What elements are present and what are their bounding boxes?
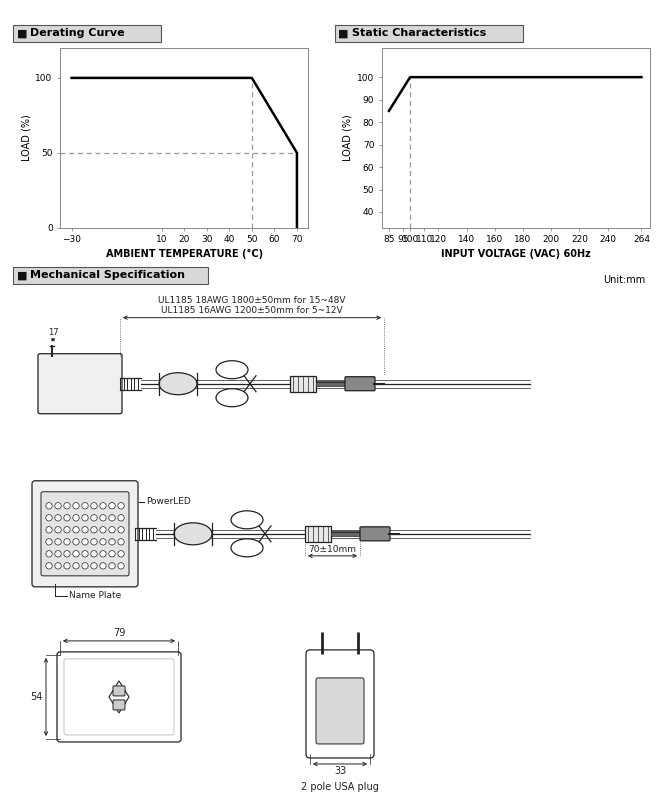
Circle shape [55, 527, 61, 533]
Circle shape [91, 515, 97, 521]
Ellipse shape [216, 360, 248, 379]
Circle shape [100, 562, 107, 569]
Circle shape [100, 539, 107, 545]
Circle shape [46, 551, 52, 557]
FancyBboxPatch shape [316, 678, 364, 744]
Circle shape [55, 551, 61, 557]
Text: 54: 54 [31, 692, 43, 702]
Text: ■: ■ [17, 28, 27, 38]
Circle shape [64, 503, 70, 509]
Circle shape [91, 539, 97, 545]
Circle shape [118, 551, 124, 557]
FancyBboxPatch shape [38, 354, 122, 414]
Circle shape [64, 562, 70, 569]
Circle shape [91, 503, 97, 509]
Ellipse shape [231, 511, 263, 529]
Circle shape [100, 527, 107, 533]
Circle shape [82, 539, 88, 545]
Y-axis label: LOAD (%): LOAD (%) [343, 114, 353, 161]
Circle shape [91, 551, 97, 557]
Circle shape [82, 551, 88, 557]
Circle shape [100, 503, 107, 509]
Circle shape [73, 503, 79, 509]
Text: Name Plate: Name Plate [69, 591, 121, 600]
Circle shape [73, 527, 79, 533]
Text: Mechanical Specification: Mechanical Specification [30, 270, 185, 280]
FancyBboxPatch shape [113, 686, 125, 696]
Circle shape [109, 551, 115, 557]
Circle shape [82, 527, 88, 533]
Circle shape [55, 539, 61, 545]
Circle shape [55, 515, 61, 521]
Circle shape [109, 562, 115, 569]
Ellipse shape [231, 539, 263, 557]
Circle shape [55, 503, 61, 509]
Text: UL1185 18AWG 1800±50mm for 15~48V: UL1185 18AWG 1800±50mm for 15~48V [158, 296, 346, 304]
Circle shape [100, 551, 107, 557]
FancyBboxPatch shape [32, 481, 138, 586]
Circle shape [64, 539, 70, 545]
FancyBboxPatch shape [345, 376, 375, 391]
Circle shape [73, 539, 79, 545]
Circle shape [118, 539, 124, 545]
Circle shape [73, 515, 79, 521]
Circle shape [46, 539, 52, 545]
Ellipse shape [159, 372, 197, 395]
Circle shape [109, 515, 115, 521]
FancyBboxPatch shape [306, 650, 374, 758]
Circle shape [82, 515, 88, 521]
Circle shape [64, 527, 70, 533]
Y-axis label: LOAD (%): LOAD (%) [21, 114, 31, 161]
Circle shape [118, 503, 124, 509]
FancyBboxPatch shape [64, 659, 174, 735]
Text: ■: ■ [338, 28, 349, 38]
Text: ■: ■ [17, 270, 27, 280]
Text: 33: 33 [334, 766, 346, 776]
Circle shape [109, 539, 115, 545]
Circle shape [82, 562, 88, 569]
Circle shape [118, 515, 124, 521]
Circle shape [73, 562, 79, 569]
Circle shape [100, 515, 107, 521]
FancyBboxPatch shape [57, 652, 181, 742]
Circle shape [46, 515, 52, 521]
Text: Derating Curve: Derating Curve [30, 28, 125, 38]
Polygon shape [109, 681, 129, 713]
FancyBboxPatch shape [360, 527, 390, 541]
Circle shape [55, 562, 61, 569]
Circle shape [91, 562, 97, 569]
Bar [290, 376, 316, 392]
X-axis label: INPUT VOLTAGE (VAC) 60Hz: INPUT VOLTAGE (VAC) 60Hz [441, 248, 591, 259]
Text: 70±10mm: 70±10mm [308, 545, 356, 554]
Circle shape [82, 503, 88, 509]
Circle shape [118, 527, 124, 533]
Bar [305, 526, 331, 542]
FancyBboxPatch shape [41, 492, 129, 576]
X-axis label: AMBIENT TEMPERATURE (°C): AMBIENT TEMPERATURE (°C) [106, 248, 263, 259]
Text: 2 pole USA plug: 2 pole USA plug [301, 782, 379, 792]
Text: Unit:mm: Unit:mm [603, 275, 645, 284]
Circle shape [118, 562, 124, 569]
Text: UL1185 16AWG 1200±50mm for 5~12V: UL1185 16AWG 1200±50mm for 5~12V [161, 306, 343, 315]
Circle shape [46, 562, 52, 569]
Text: Static Characteristics: Static Characteristics [352, 28, 486, 38]
Ellipse shape [174, 523, 212, 545]
Circle shape [91, 527, 97, 533]
Circle shape [109, 503, 115, 509]
Circle shape [64, 551, 70, 557]
Circle shape [64, 515, 70, 521]
Text: PowerLED: PowerLED [146, 497, 191, 507]
Circle shape [73, 551, 79, 557]
Circle shape [46, 503, 52, 509]
Ellipse shape [216, 389, 248, 407]
Text: 17: 17 [48, 328, 58, 336]
Circle shape [109, 527, 115, 533]
FancyBboxPatch shape [113, 700, 125, 710]
Text: 79: 79 [113, 628, 125, 638]
Circle shape [46, 527, 52, 533]
